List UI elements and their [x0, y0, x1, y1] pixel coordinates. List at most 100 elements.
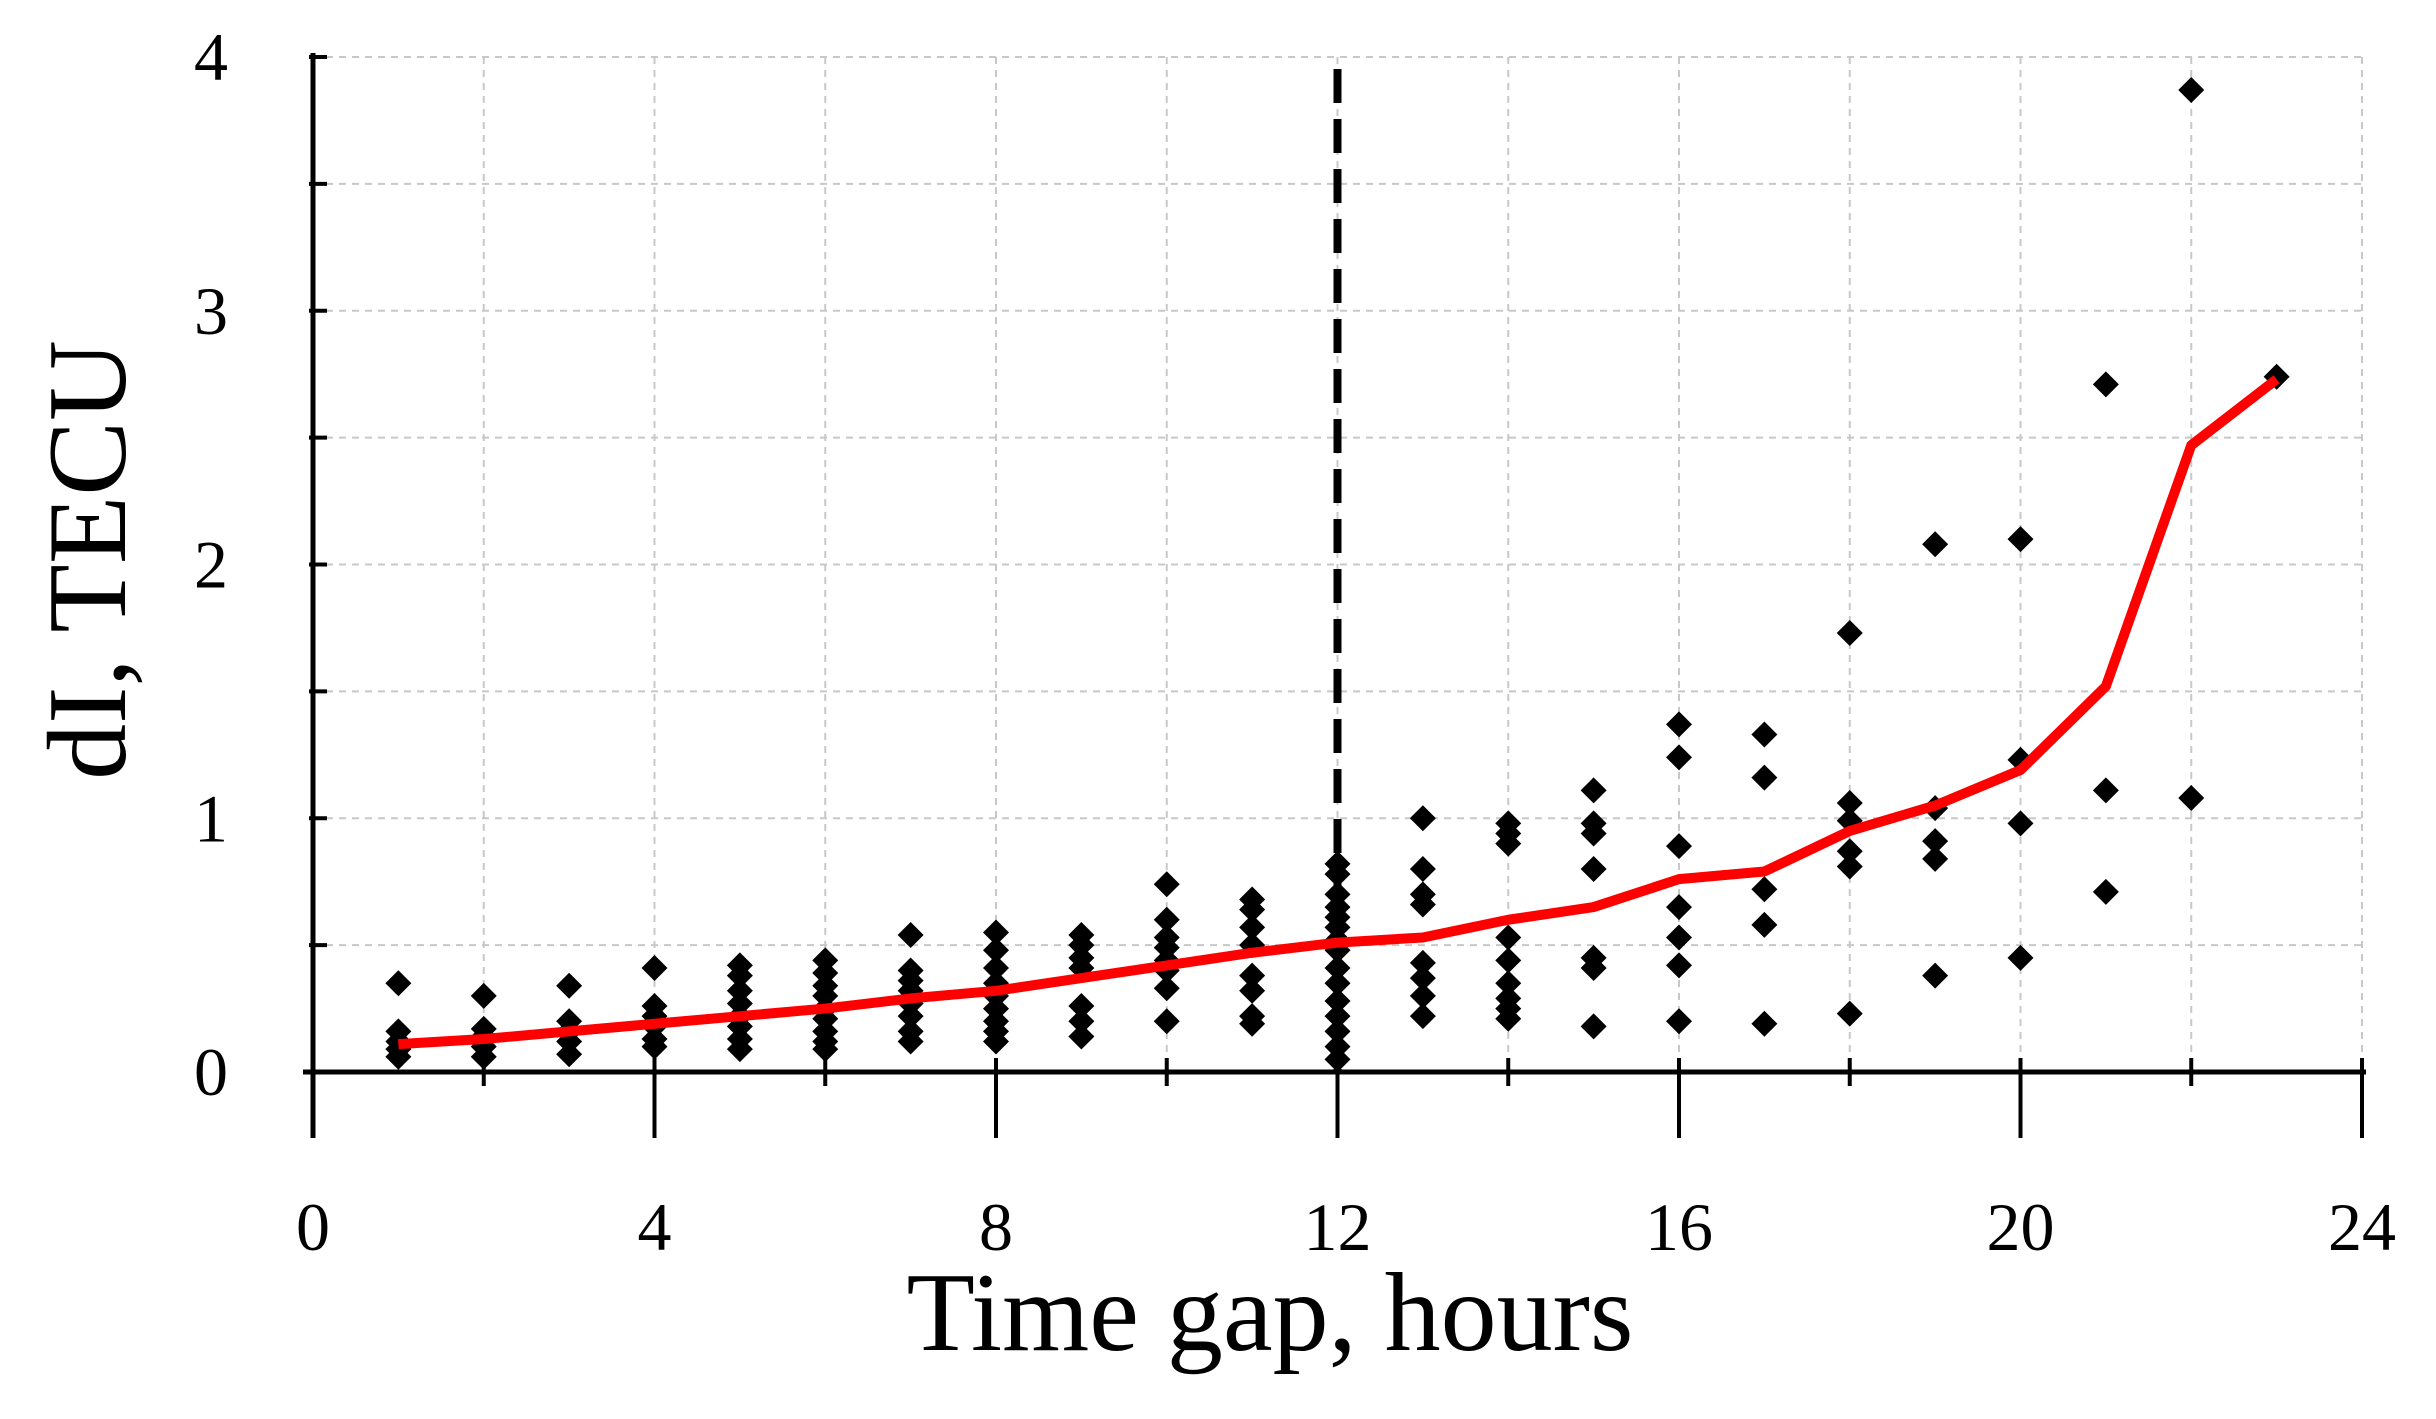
data-point	[1495, 924, 1522, 951]
data-point	[1580, 856, 1607, 882]
data-point	[1409, 891, 1436, 918]
data-point	[1239, 896, 1266, 923]
data-point	[2092, 371, 2119, 398]
data-point	[641, 954, 668, 981]
data-point	[1836, 853, 1863, 880]
data-point	[726, 1036, 753, 1063]
data-point	[1580, 954, 1607, 981]
x-tick-label: 16	[1645, 1189, 1713, 1265]
data-point	[556, 972, 583, 999]
data-point	[1580, 820, 1607, 847]
data-point	[983, 937, 1009, 964]
data-point	[1068, 1023, 1095, 1050]
data-point	[1666, 833, 1692, 860]
data-point	[1922, 845, 1949, 872]
data-point	[641, 1033, 668, 1060]
data-point	[2092, 777, 2119, 804]
x-tick-label: 4	[638, 1189, 672, 1265]
y-tick-label: 2	[194, 527, 228, 603]
data-point	[385, 970, 412, 997]
data-point	[1324, 1018, 1351, 1045]
data-point	[1922, 828, 1949, 855]
data-point	[1751, 1010, 1778, 1037]
data-point	[1666, 1008, 1692, 1035]
data-point	[897, 921, 924, 948]
data-point	[983, 1028, 1009, 1055]
data-point	[1324, 970, 1351, 997]
data-point	[1836, 1000, 1863, 1027]
data-point	[1836, 620, 1863, 647]
x-axis-title: Time gap, hours	[906, 1251, 1633, 1375]
x-tick-label: 12	[1304, 1189, 1372, 1265]
data-point	[2178, 784, 2205, 811]
data-point	[1409, 982, 1436, 1009]
data-point	[1580, 1013, 1607, 1040]
data-point	[1666, 952, 1692, 979]
data-point	[1239, 914, 1266, 941]
data-point	[897, 1028, 924, 1055]
data-point	[983, 919, 1009, 946]
data-point	[1922, 962, 1949, 989]
data-point	[2007, 810, 2034, 837]
data-point	[1409, 1003, 1436, 1030]
data-point	[1751, 764, 1778, 791]
data-point	[1409, 856, 1436, 882]
data-point	[1153, 906, 1180, 933]
x-tick-label: 8	[979, 1189, 1013, 1265]
data-point	[1836, 838, 1863, 865]
data-point	[1666, 924, 1692, 951]
trend-line-group	[398, 375, 2280, 1050]
x-tick-label: 20	[1987, 1189, 2055, 1265]
trend-line	[398, 375, 2280, 1050]
y-axis-title: dI, TECU	[26, 340, 150, 780]
data-point	[1409, 965, 1436, 992]
y-tick-label: 4	[194, 19, 228, 95]
data-point	[1751, 911, 1778, 938]
data-point	[1153, 1008, 1180, 1035]
data-point	[2178, 76, 2205, 103]
data-point	[1324, 987, 1351, 1014]
data-point	[1666, 894, 1692, 921]
data-point	[1239, 1010, 1266, 1037]
data-point	[556, 1041, 583, 1068]
data-point	[983, 954, 1009, 981]
data-point	[1153, 871, 1180, 898]
data-point	[2092, 878, 2119, 905]
data-point	[1324, 861, 1351, 888]
data-point	[812, 1036, 839, 1063]
data-point	[1751, 721, 1778, 748]
data-point	[470, 982, 497, 1009]
data-point	[1580, 777, 1607, 804]
data-point	[1068, 1008, 1095, 1035]
y-tick-label: 0	[194, 1034, 228, 1110]
x-tick-label: 0	[296, 1189, 330, 1265]
data-point	[897, 1003, 924, 1030]
data-point	[1324, 1046, 1351, 1073]
data-point	[1495, 970, 1522, 997]
data-point	[1922, 531, 1949, 558]
data-point	[1836, 790, 1863, 817]
data-point	[1666, 711, 1692, 738]
data-point	[1153, 975, 1180, 1002]
y-tick-label: 3	[194, 273, 228, 349]
data-point	[1239, 977, 1266, 1004]
data-point	[2007, 526, 2034, 553]
data-point	[1495, 947, 1522, 974]
data-point	[1409, 805, 1436, 832]
data-point	[1666, 744, 1692, 771]
data-point	[1068, 993, 1095, 1020]
x-tick-label: 24	[2328, 1189, 2396, 1265]
y-tick-label: 1	[194, 780, 228, 856]
data-point	[1324, 954, 1351, 981]
data-point	[1495, 830, 1522, 857]
data-point	[1324, 1003, 1351, 1030]
data-point	[1409, 949, 1436, 976]
data-point	[470, 1043, 497, 1070]
data-point	[385, 1043, 412, 1070]
data-point	[1751, 876, 1778, 903]
data-point	[1239, 962, 1266, 989]
data-point	[1495, 1005, 1522, 1032]
data-point	[726, 962, 753, 989]
